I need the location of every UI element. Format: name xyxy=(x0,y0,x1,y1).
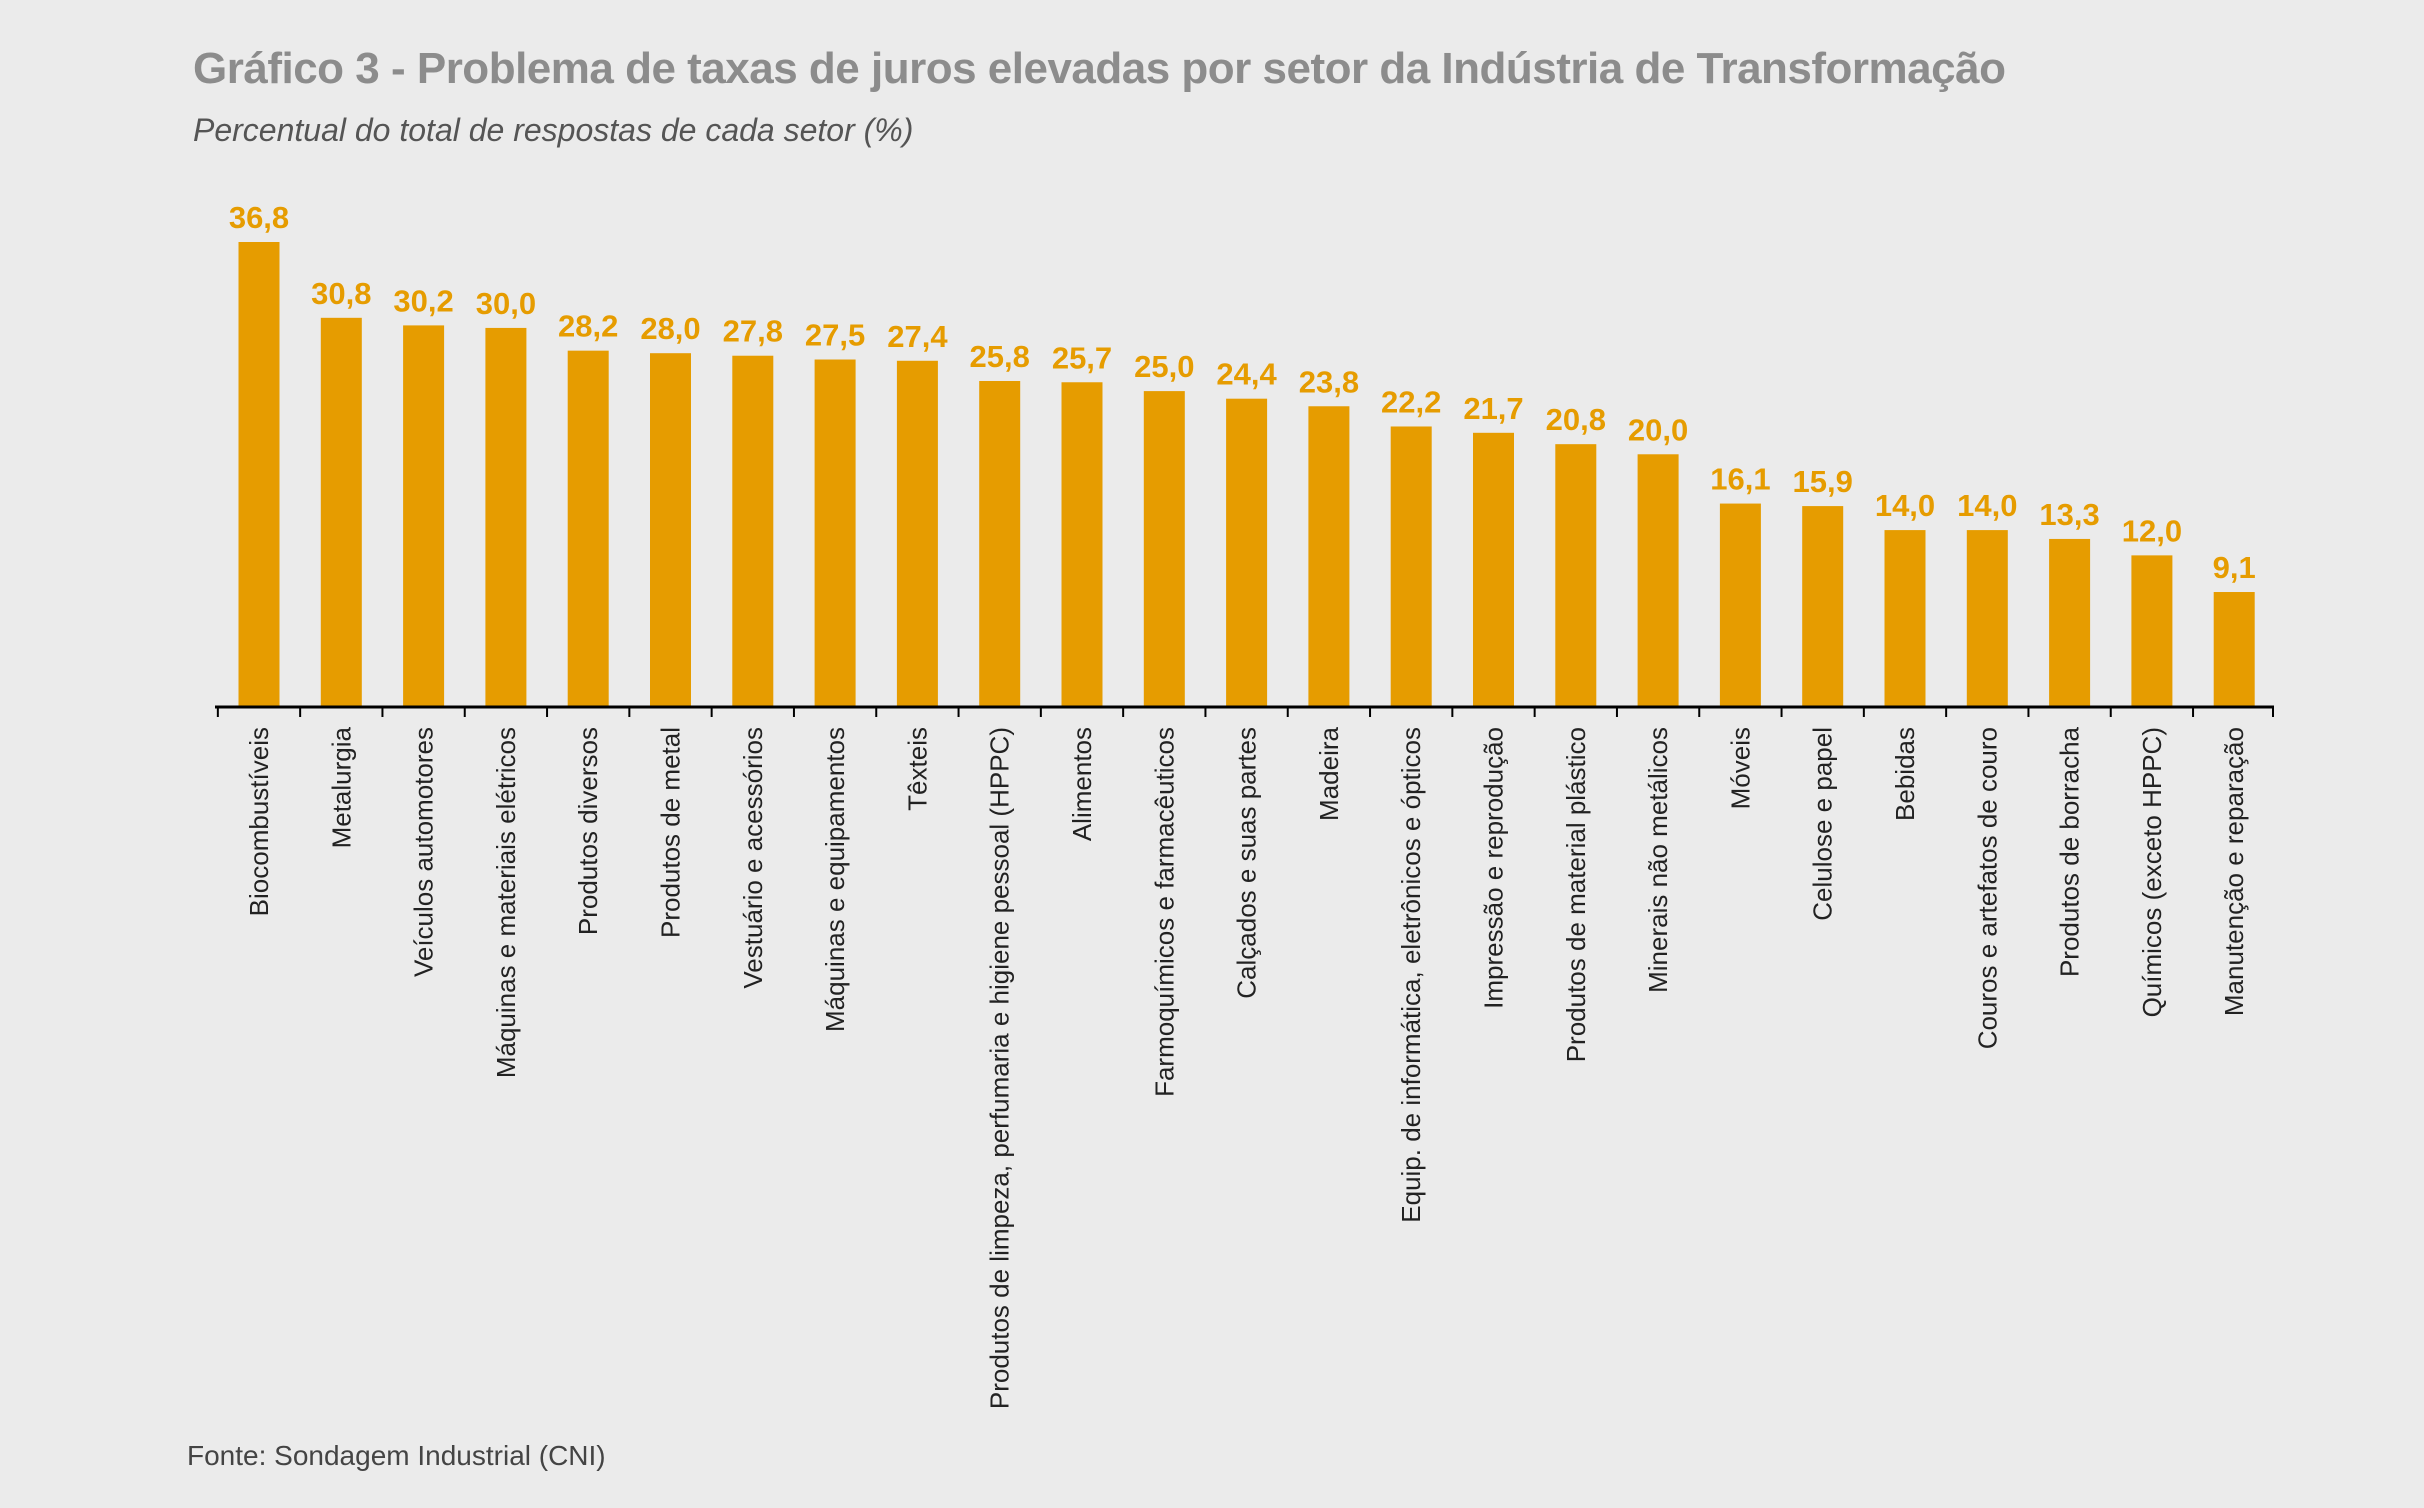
category-tick-label: Calçados e suas partes xyxy=(1232,727,1262,999)
bars-layer xyxy=(238,242,2255,707)
value-labels-layer: 36,8 30,8 30,2 30,0 28,2 28,0 27,8 27,5 27,4 25,8… xyxy=(229,200,2256,585)
chart-source: Fonte: Sondagem Industrial (CNI) xyxy=(187,1440,606,1471)
bar-value-label: 23,8 xyxy=(1299,364,1359,399)
bar xyxy=(1884,530,1926,707)
category-tick-label: Têxteis xyxy=(902,727,932,811)
category-tick-label: Impressão e reprodução xyxy=(1479,727,1509,1009)
category-tick-label: Farmoquímicos e farmacêuticos xyxy=(1149,727,1179,1097)
category-tick-label: Bebidas xyxy=(1890,727,1920,821)
chart-subtitle: Percentual do total de respostas de cada… xyxy=(193,112,914,148)
bar xyxy=(979,380,1021,707)
bar-value-label: 30,2 xyxy=(393,283,453,318)
bar-value-label: 22,2 xyxy=(1381,384,1441,419)
bar-value-label: 28,2 xyxy=(558,309,618,344)
category-tick-label: Móveis xyxy=(1725,727,1755,809)
bar-value-label: 25,8 xyxy=(970,339,1030,374)
category-tick-label: Máquinas e equipamentos xyxy=(820,727,850,1032)
category-tick-label: Manutenção e reparação xyxy=(2219,727,2249,1016)
category-tick-label: Vestuário e acessórios xyxy=(738,727,768,989)
category-tick-label: Biocombustíveis xyxy=(244,727,274,916)
bar xyxy=(1390,426,1432,707)
bar-value-label: 25,7 xyxy=(1052,340,1112,375)
bar xyxy=(1143,391,1185,707)
category-tick-label: Madeira xyxy=(1314,726,1344,820)
bar-value-label: 27,4 xyxy=(887,319,948,354)
bar-value-label: 9,1 xyxy=(2213,550,2256,585)
bar xyxy=(1555,444,1597,707)
bar xyxy=(1226,398,1268,707)
bar xyxy=(2131,555,2173,707)
bar-value-label: 20,0 xyxy=(1628,412,1688,447)
bar-value-label: 24,4 xyxy=(1216,357,1277,392)
bar xyxy=(485,327,527,707)
bar xyxy=(896,360,938,707)
category-tick-label: Produtos de limpeza, perfumaria e higien… xyxy=(985,727,1015,1409)
bar-value-label: 13,3 xyxy=(2039,497,2099,532)
chart-title: Gráfico 3 - Problema de taxas de juros e… xyxy=(193,44,2006,93)
bar xyxy=(814,359,856,707)
x-axis xyxy=(215,705,2274,717)
bar-value-label: 36,8 xyxy=(229,200,289,235)
bar-value-label: 15,9 xyxy=(1793,464,1853,499)
bar xyxy=(403,325,445,707)
bar xyxy=(1473,432,1514,707)
bar xyxy=(650,353,691,707)
category-tick-label: Alimentos xyxy=(1067,727,1097,841)
bar xyxy=(567,350,609,707)
bar xyxy=(320,317,362,707)
bar-value-label: 27,8 xyxy=(723,314,783,349)
category-tick-label: Produtos de metal xyxy=(656,727,686,938)
bar-value-label: 12,0 xyxy=(2122,513,2182,548)
category-tick-label: Produtos diversos xyxy=(573,727,603,935)
category-tick-label: Máquinas e materiais elétricos xyxy=(491,727,521,1078)
category-tick-label: Veículos automotores xyxy=(409,727,439,977)
category-tick-label: Equip. de informática, eletrônicos e ópt… xyxy=(1396,727,1426,1223)
category-tick-label: Químicos (exceto HPPC) xyxy=(2137,727,2167,1017)
bar xyxy=(2213,592,2255,707)
bar xyxy=(1061,382,1103,707)
category-tick-label: Metalurgia xyxy=(326,726,356,848)
bar xyxy=(238,242,280,707)
bar-value-label: 16,1 xyxy=(1710,462,1770,497)
bar-value-label: 20,8 xyxy=(1546,402,1606,437)
bar-value-label: 28,0 xyxy=(640,311,700,346)
bar-value-label: 21,7 xyxy=(1463,391,1523,426)
bar xyxy=(732,355,774,707)
bar-value-label: 30,0 xyxy=(476,286,536,321)
category-tick-label: Couros e artefatos de couro xyxy=(1972,727,2002,1049)
bar-value-label: 25,0 xyxy=(1134,349,1194,384)
bar-value-label: 30,8 xyxy=(311,276,371,311)
category-tick-label: Minerais não metálicos xyxy=(1643,727,1673,993)
bar-value-label: 14,0 xyxy=(1875,488,1935,523)
bar xyxy=(1308,406,1350,707)
category-tick-label: Celulose e papel xyxy=(1808,727,1838,921)
category-tick-label: Produtos de borracha xyxy=(2055,726,2085,977)
bar xyxy=(1966,530,2008,707)
bar-value-label: 14,0 xyxy=(1957,488,2017,523)
bar xyxy=(2049,538,2091,707)
bar xyxy=(1802,506,1844,707)
bar xyxy=(1719,503,1761,707)
bar-value-label: 27,5 xyxy=(805,318,865,353)
category-labels-layer: Biocombustíveis Metalurgia Veículos automo… xyxy=(244,726,2249,1409)
bar xyxy=(1637,454,1679,707)
category-tick-label: Produtos de material plástico xyxy=(1561,727,1591,1062)
